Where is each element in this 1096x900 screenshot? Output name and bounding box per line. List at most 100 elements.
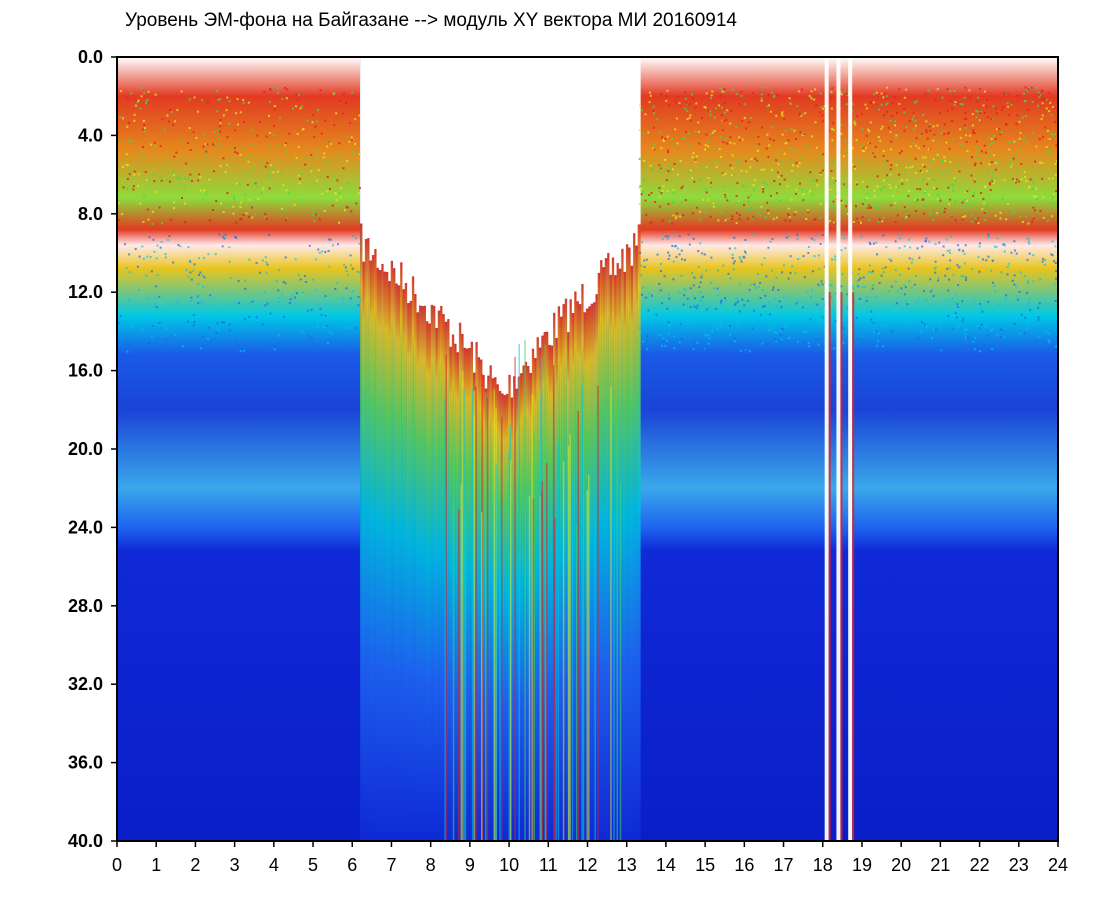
speckle — [705, 92, 708, 95]
speckle — [248, 198, 251, 201]
speckle — [180, 140, 183, 143]
speckle — [989, 189, 992, 192]
speckle — [899, 237, 902, 240]
speckle — [964, 191, 967, 194]
dip-white-column — [404, 57, 408, 284]
speckle — [943, 123, 946, 126]
speckle — [738, 102, 741, 105]
speckle — [1026, 140, 1029, 143]
speckle — [930, 336, 933, 339]
speckle — [642, 286, 645, 289]
speckle — [645, 214, 648, 216]
dip-white-column — [632, 57, 636, 234]
speckle — [790, 169, 793, 172]
speckle — [213, 143, 216, 146]
dip-column — [595, 294, 599, 841]
speckle — [767, 155, 770, 158]
speckle — [223, 321, 226, 324]
speckle — [1013, 274, 1016, 277]
dip-streak — [544, 344, 547, 841]
speckle — [898, 247, 901, 250]
dip-white-column — [522, 57, 526, 366]
dip-white-column — [385, 57, 389, 272]
speckle — [709, 110, 712, 113]
speckle — [661, 219, 664, 222]
speckle — [952, 189, 955, 192]
dip-column — [362, 261, 366, 841]
speckle — [759, 214, 762, 217]
speckle — [800, 155, 803, 158]
dip-white-column — [395, 57, 399, 284]
speckle — [295, 93, 298, 96]
speckle — [960, 275, 963, 278]
speckle — [1040, 117, 1043, 120]
speckle — [685, 130, 688, 133]
speckle — [943, 210, 946, 213]
dip-white-column — [383, 57, 387, 272]
speckle — [254, 307, 257, 310]
dip-column — [571, 313, 575, 841]
speckle — [923, 212, 926, 215]
speckle — [172, 172, 175, 175]
speckle — [845, 103, 848, 106]
speckle — [957, 325, 960, 328]
speckle — [158, 206, 161, 209]
speckle — [237, 301, 240, 304]
speckle — [159, 145, 162, 148]
speckle — [715, 307, 718, 310]
speckle — [310, 170, 313, 173]
speckle — [239, 153, 242, 156]
speckle — [957, 266, 960, 269]
dip-white-column — [473, 57, 476, 373]
x-tick-label: 18 — [813, 855, 833, 875]
speckle — [349, 121, 352, 124]
speckle — [861, 202, 864, 205]
speckle — [766, 209, 769, 212]
dip-streak — [500, 416, 503, 841]
speckle — [313, 136, 316, 139]
speckle — [810, 135, 813, 138]
speckle — [852, 220, 855, 223]
speckle — [235, 182, 238, 185]
speckle — [964, 126, 967, 129]
speckle — [842, 341, 845, 344]
speckle — [743, 250, 746, 253]
speckle — [1050, 132, 1053, 135]
speckle — [760, 168, 763, 171]
speckle — [868, 130, 871, 133]
dip-white-column — [444, 57, 448, 322]
speckle — [868, 264, 871, 267]
speckle — [295, 209, 298, 212]
speckle — [806, 290, 809, 293]
speckle — [164, 338, 167, 341]
speckle — [977, 324, 980, 327]
speckle — [995, 245, 998, 248]
speckle — [686, 102, 689, 105]
speckle — [884, 266, 887, 269]
speckle — [316, 326, 319, 329]
speckle — [995, 107, 998, 110]
speckle — [771, 126, 774, 129]
speckle — [761, 190, 764, 193]
speckle — [219, 130, 222, 133]
speckle — [1027, 87, 1030, 90]
speckle — [649, 164, 652, 167]
speckle — [197, 283, 200, 286]
speckle — [878, 332, 881, 335]
speckle — [644, 113, 647, 116]
speckle — [327, 249, 330, 252]
speckle — [729, 164, 732, 167]
speckle — [694, 106, 697, 109]
speckle — [643, 265, 646, 268]
speckle — [891, 102, 894, 105]
dip-white-column — [555, 57, 559, 339]
speckle — [242, 213, 245, 216]
speckle — [865, 107, 868, 110]
speckle — [907, 267, 910, 270]
speckle — [859, 221, 862, 224]
speckle — [1054, 120, 1057, 123]
speckle — [935, 187, 938, 190]
speckle — [232, 212, 235, 215]
speckle — [767, 104, 770, 107]
speckle — [663, 275, 666, 278]
